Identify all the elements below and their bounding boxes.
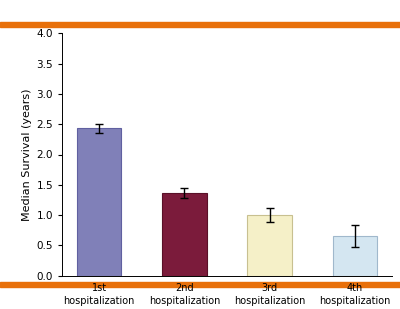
Bar bbox=[162, 193, 206, 276]
Bar bbox=[0, 282, 400, 287]
Bar bbox=[248, 215, 292, 276]
Text: Medscape®: Medscape® bbox=[7, 5, 85, 18]
Bar bbox=[77, 129, 121, 276]
Bar bbox=[0, 22, 400, 27]
Bar bbox=[333, 236, 377, 276]
Text: www.medscape.com: www.medscape.com bbox=[140, 5, 260, 18]
Y-axis label: Median Survival (years): Median Survival (years) bbox=[22, 88, 32, 221]
Text: Source: Am Heart J © 2007 Mosby, Inc.: Source: Am Heart J © 2007 Mosby, Inc. bbox=[201, 294, 392, 304]
